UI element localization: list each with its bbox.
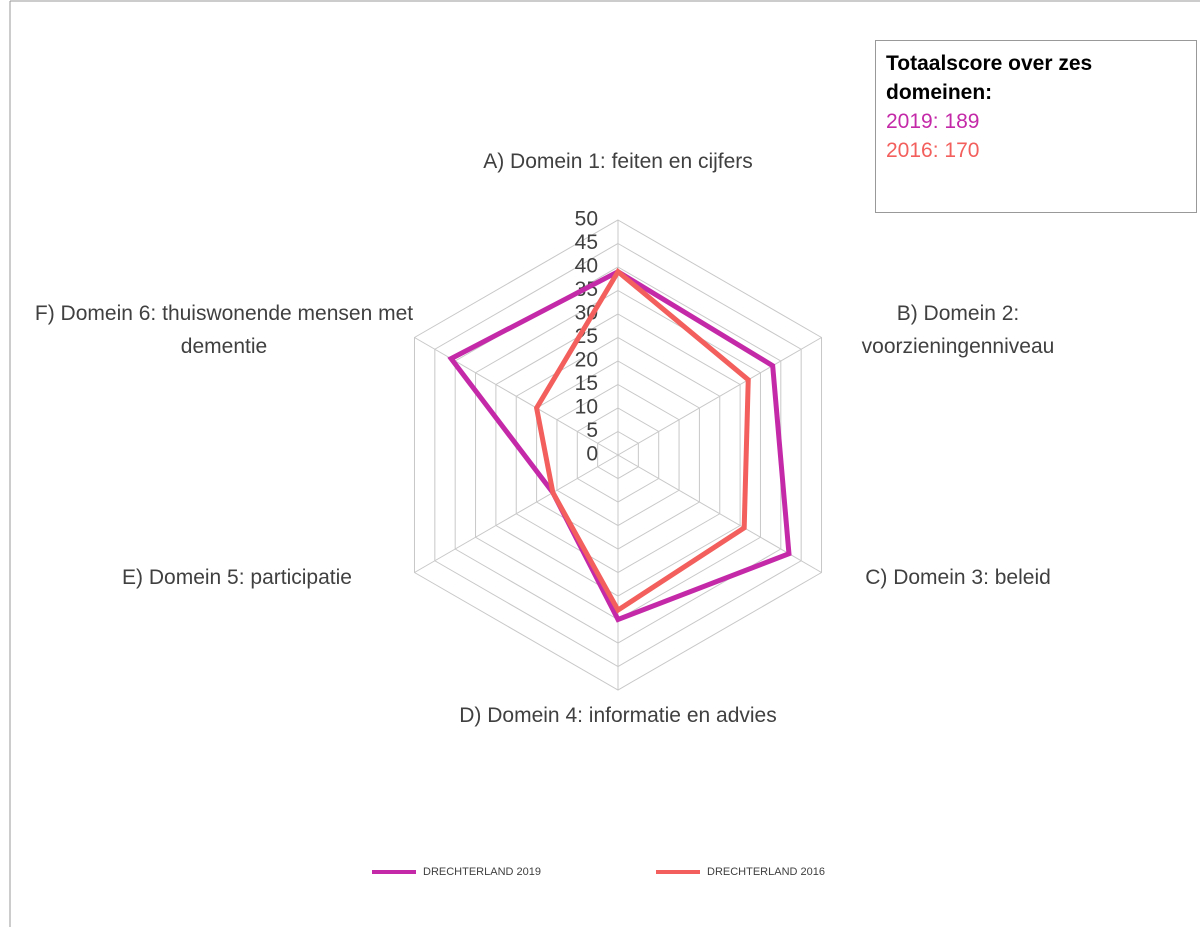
r-tick-label: 45 bbox=[575, 231, 598, 254]
r-tick-label: 5 bbox=[586, 419, 598, 442]
r-tick-label: 20 bbox=[575, 349, 598, 372]
category-label: E) Domein 5: participatie bbox=[122, 566, 352, 589]
annotation-box: Totaalscore over zes domeinen: 2019: 189… bbox=[875, 40, 1197, 213]
legend-label: DRECHTERLAND 2016 bbox=[707, 866, 825, 878]
r-tick-label: 0 bbox=[586, 443, 598, 466]
r-tick-label: 15 bbox=[575, 372, 598, 395]
category-label: F) Domein 6: thuiswonende mensen met dem… bbox=[34, 302, 414, 358]
annotation-line: 2016: 170 bbox=[886, 139, 980, 162]
category-label: D) Domein 4: informatie en advies bbox=[459, 704, 777, 727]
annotation-line: 2019: 189 bbox=[886, 110, 980, 133]
series-line bbox=[447, 268, 792, 623]
spoke bbox=[414, 454, 619, 573]
category-label: C) Domein 3: beleid bbox=[865, 566, 1051, 589]
spoke bbox=[617, 337, 822, 456]
legend-label: DRECHTERLAND 2019 bbox=[423, 866, 541, 878]
category-label: A) Domein 1: feiten en cijfers bbox=[483, 150, 753, 173]
category-label: B) Domein 2: voorzieningenniveau bbox=[861, 302, 1055, 358]
series-line bbox=[533, 267, 751, 614]
r-tick-label: 10 bbox=[575, 396, 598, 419]
r-tick-label: 40 bbox=[575, 255, 598, 278]
r-tick-label: 50 bbox=[575, 208, 598, 231]
spoke bbox=[414, 337, 619, 456]
annotation-title: Totaalscore over zes domeinen: bbox=[886, 52, 1093, 104]
